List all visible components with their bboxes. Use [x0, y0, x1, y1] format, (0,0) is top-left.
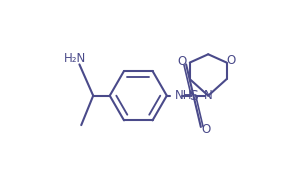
Text: O: O	[177, 55, 186, 68]
Text: O: O	[226, 54, 236, 67]
Text: O: O	[201, 123, 211, 136]
Text: NH: NH	[175, 89, 192, 102]
Text: S: S	[189, 89, 198, 103]
Text: H₂N: H₂N	[64, 52, 86, 65]
Text: N: N	[204, 89, 213, 102]
